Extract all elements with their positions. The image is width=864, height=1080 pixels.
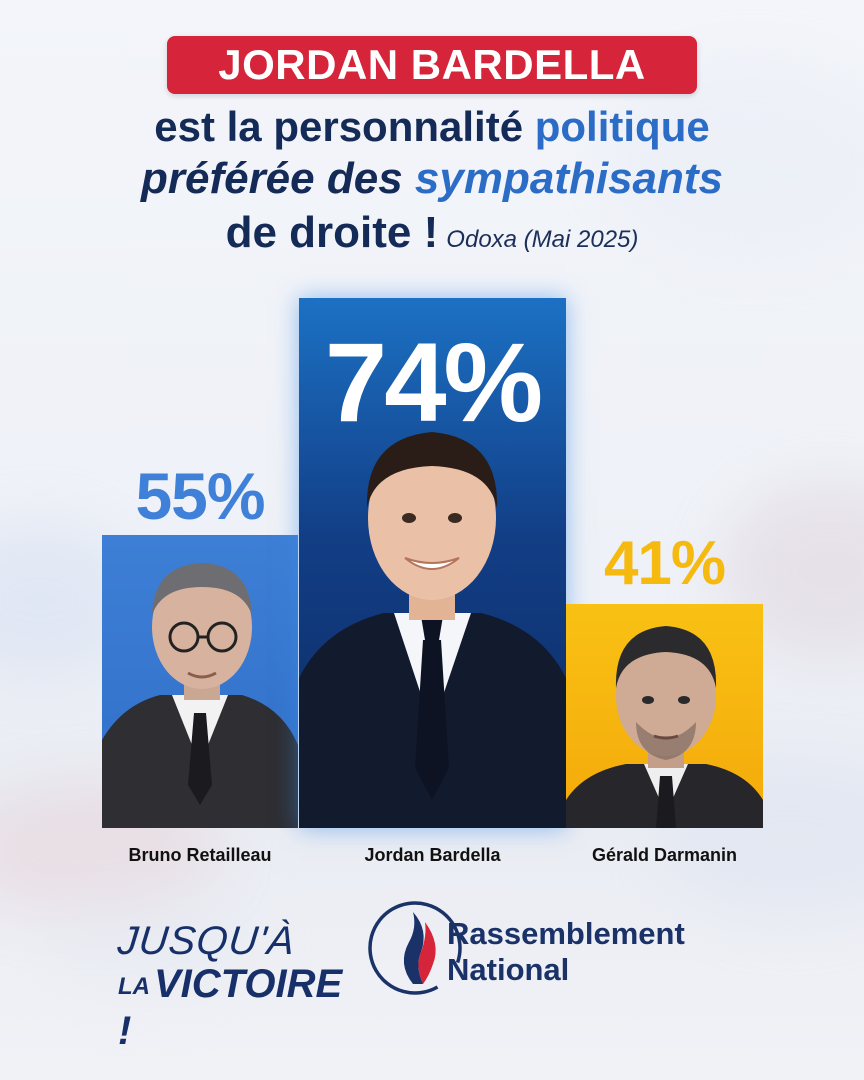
name-banner: JORDAN BARDELLA <box>167 36 697 94</box>
headline-line-1-highlight: politique <box>534 103 710 150</box>
headline-line-2-a: préférée des <box>140 154 415 203</box>
slogan-line-2: LA VICTOIRE ! <box>118 962 348 1053</box>
logo-line-2: National <box>447 952 570 987</box>
category-label-jordan-bardella: Jordan Bardella <box>364 845 501 865</box>
flame-icon <box>368 901 462 995</box>
value-label-jordan-bardella: 74% <box>324 320 543 445</box>
slogan-line-2-prefix: LA <box>118 973 150 1000</box>
slogan-line-2-main: VICTOIRE ! <box>118 962 343 1053</box>
portrait-bruno-retailleau <box>102 563 298 828</box>
headline-line-2-highlight: sympathisants <box>414 154 724 203</box>
category-label-gerald-darmanin: Gérald Darmanin <box>591 845 738 865</box>
bar-bruno-retailleau <box>102 535 298 828</box>
portrait-jordan-bardella <box>299 432 566 828</box>
value-label-bruno-retailleau: 55% <box>135 459 265 533</box>
headline-line-1-a: est la personnalité <box>154 103 535 150</box>
logo-text: Rassemblement National <box>447 916 685 988</box>
headline-line-3: de droite ! Odoxa (Mai 2025) <box>0 206 864 267</box>
headline-line-3-text: de droite ! <box>225 208 439 257</box>
headline-line-2: préférée des sympathisants <box>0 152 864 206</box>
logo-line-1: Rassemblement <box>447 916 685 951</box>
slogan-line-1: JUSQU'À <box>115 919 298 963</box>
portrait-gerald-darmanin <box>566 626 763 828</box>
source-label: Odoxa (Mai 2025) <box>446 226 639 253</box>
category-label-bruno-retailleau: Bruno Retailleau <box>128 845 272 865</box>
bar-gerald-darmanin <box>566 604 763 828</box>
slogan: JUSQU'À LA VICTOIRE ! <box>115 919 348 1053</box>
value-label-gerald-darmanin: 41% <box>603 529 726 598</box>
headline-line-1: est la personnalité politique <box>0 100 864 154</box>
bar-jordan-bardella <box>299 298 566 828</box>
